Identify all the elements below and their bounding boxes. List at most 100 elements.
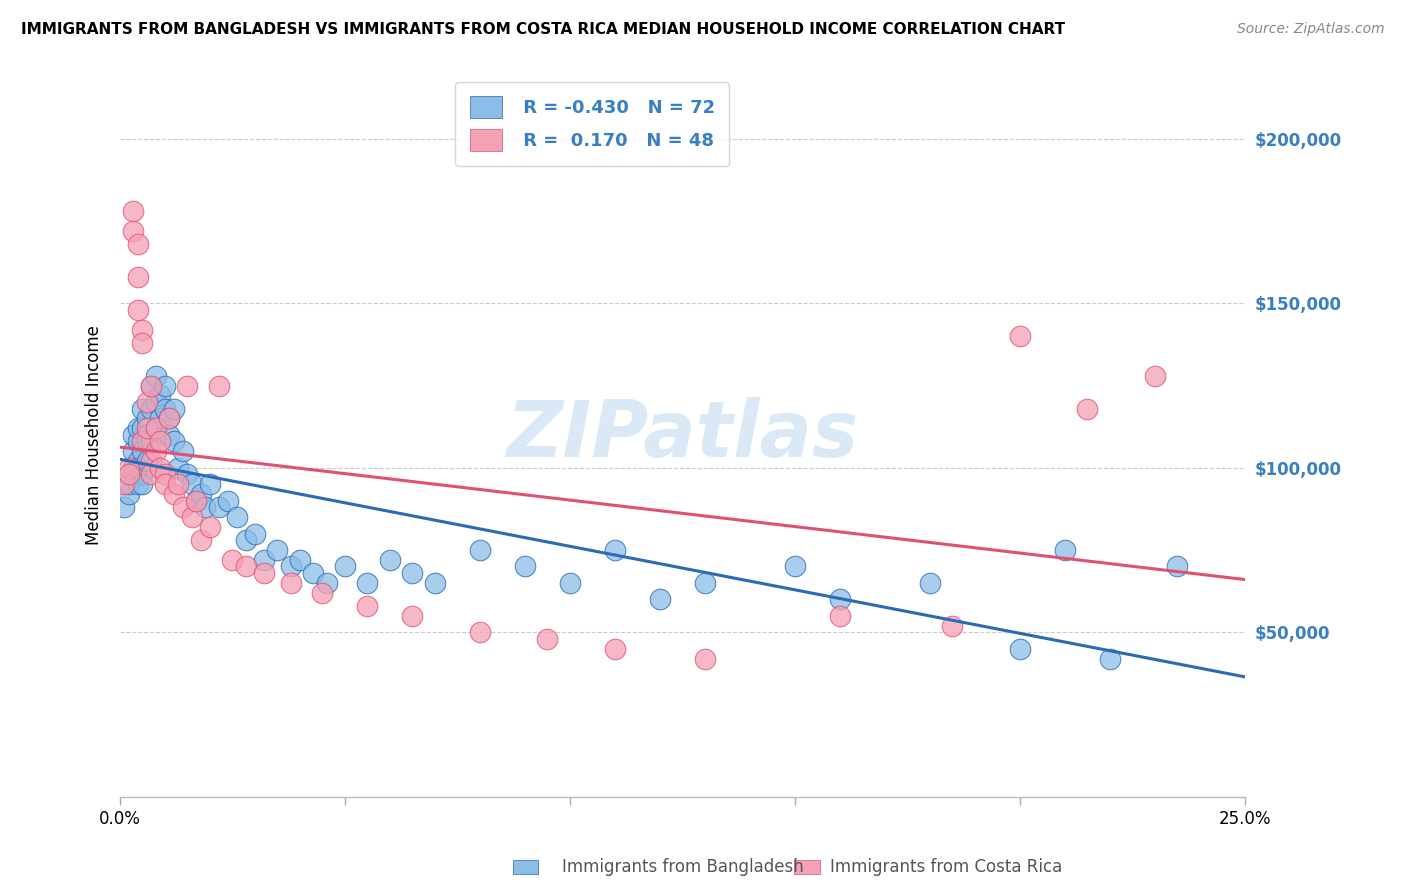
Point (163, 401, 186, 416)
Point (217, 493, 239, 508)
Point (122, 444, 145, 458)
Point (141, 401, 163, 416)
Point (131, 467, 153, 482)
Point (122, 460, 145, 475)
Text: Immigrants from Bangladesh: Immigrants from Bangladesh (562, 858, 804, 876)
Point (145, 421, 167, 435)
Point (693, 575, 716, 590)
Point (198, 477, 221, 491)
Point (828, 608, 851, 623)
Point (118, 477, 141, 491)
Point (122, 204, 145, 219)
Point (302, 566, 325, 580)
Point (127, 269, 149, 284)
Point (181, 477, 204, 491)
Point (127, 421, 149, 435)
Point (141, 378, 163, 392)
Point (176, 378, 198, 392)
Point (186, 493, 208, 508)
Point (208, 500, 231, 515)
Point (127, 237, 149, 252)
Point (145, 444, 167, 458)
Text: Immigrants from Costa Rica: Immigrants from Costa Rica (830, 858, 1062, 876)
Point (558, 575, 581, 590)
Point (280, 559, 302, 574)
Point (783, 559, 806, 574)
Point (1008, 641, 1031, 656)
Point (280, 575, 302, 590)
Point (401, 566, 423, 580)
Point (149, 388, 172, 402)
Point (172, 444, 194, 458)
Point (1008, 329, 1031, 343)
Point (356, 599, 378, 613)
Point (190, 533, 212, 548)
Point (253, 566, 276, 580)
Point (118, 460, 141, 475)
Point (468, 543, 491, 558)
Point (153, 467, 176, 482)
Point (221, 553, 243, 567)
Point (172, 500, 194, 515)
Point (243, 526, 266, 541)
Point (513, 559, 536, 574)
Point (136, 421, 159, 435)
Point (127, 477, 149, 491)
Point (468, 625, 491, 640)
Point (131, 477, 153, 491)
Point (603, 543, 626, 558)
Point (333, 559, 356, 574)
Point (198, 520, 221, 534)
Point (163, 487, 186, 501)
Point (136, 428, 159, 442)
Point (194, 500, 217, 515)
Point (145, 395, 167, 409)
Point (163, 434, 186, 449)
Point (311, 586, 333, 600)
Point (136, 454, 159, 468)
Point (828, 592, 851, 607)
Point (114, 477, 136, 491)
Point (118, 487, 141, 501)
Point (159, 428, 181, 442)
Point (176, 467, 198, 482)
Point (149, 434, 172, 449)
Point (131, 421, 153, 435)
Point (159, 411, 181, 425)
Point (122, 224, 145, 238)
Point (235, 533, 257, 548)
Point (127, 454, 149, 468)
Point (1143, 368, 1166, 383)
Point (136, 395, 159, 409)
Point (127, 434, 149, 449)
Point (141, 434, 163, 449)
Point (918, 575, 941, 590)
Point (226, 510, 249, 524)
Point (131, 434, 153, 449)
Point (167, 460, 190, 475)
Point (131, 444, 153, 458)
Point (127, 302, 149, 317)
Point (266, 543, 288, 558)
Legend:  R = -0.430   N = 72,  R =  0.170   N = 48: R = -0.430 N = 72, R = 0.170 N = 48 (456, 82, 730, 166)
Text: ZIPatlas: ZIPatlas (506, 397, 859, 473)
Point (122, 467, 145, 482)
Text: IMMIGRANTS FROM BANGLADESH VS IMMIGRANTS FROM COSTA RICA MEDIAN HOUSEHOLD INCOME: IMMIGRANTS FROM BANGLADESH VS IMMIGRANTS… (21, 22, 1066, 37)
Point (145, 421, 167, 435)
Point (145, 368, 167, 383)
Point (127, 460, 149, 475)
Point (131, 401, 153, 416)
Point (1053, 543, 1076, 558)
Point (131, 335, 153, 350)
Point (235, 559, 257, 574)
Point (186, 493, 208, 508)
Text: Source: ZipAtlas.com: Source: ZipAtlas.com (1237, 22, 1385, 37)
Point (153, 477, 176, 491)
Point (153, 378, 176, 392)
Point (603, 641, 626, 656)
Point (141, 454, 163, 468)
Point (167, 477, 190, 491)
Point (316, 575, 339, 590)
Point (136, 434, 159, 449)
Point (141, 378, 163, 392)
